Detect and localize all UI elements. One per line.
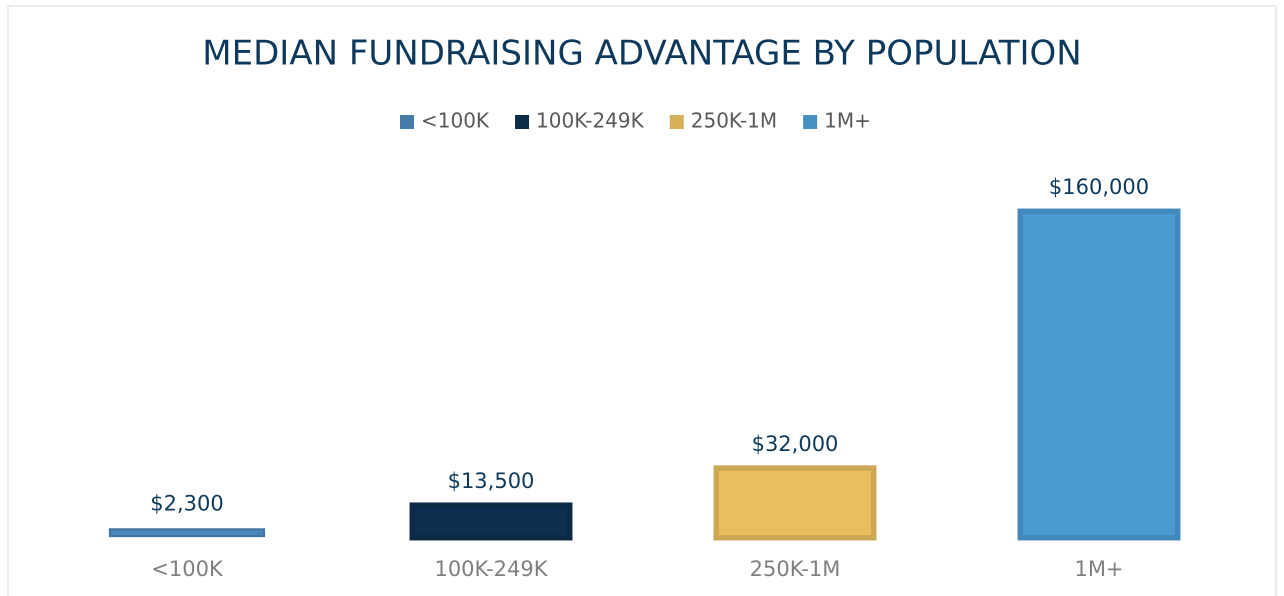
- x-tick-label: 250K-1M: [750, 557, 841, 581]
- bar: [1017, 208, 1181, 541]
- x-tick-label: 100K-249K: [434, 557, 548, 581]
- legend-swatch: [400, 115, 414, 129]
- legend-label: 1M+: [824, 109, 871, 133]
- legend-label: 250K-1M: [691, 109, 777, 133]
- chart-title: MEDIAN FUNDRAISING ADVANTAGE BY POPULATI…: [202, 34, 1081, 74]
- legend-swatch: [803, 115, 818, 129]
- legend-swatch: [669, 115, 684, 129]
- bar: [713, 465, 877, 541]
- value-label: $13,500: [448, 469, 535, 493]
- value-label: $2,300: [150, 491, 223, 515]
- value-label: $160,000: [1049, 175, 1149, 199]
- value-label: $32,000: [752, 432, 839, 456]
- legend-label: 100K-249K: [536, 109, 645, 133]
- x-tick-label: 1M+: [1074, 557, 1123, 581]
- legend-swatch: [515, 115, 530, 129]
- legend-label: <100K: [421, 109, 490, 133]
- x-tick-label: <100K: [151, 557, 224, 581]
- bar: [409, 502, 573, 541]
- bar: [108, 528, 266, 538]
